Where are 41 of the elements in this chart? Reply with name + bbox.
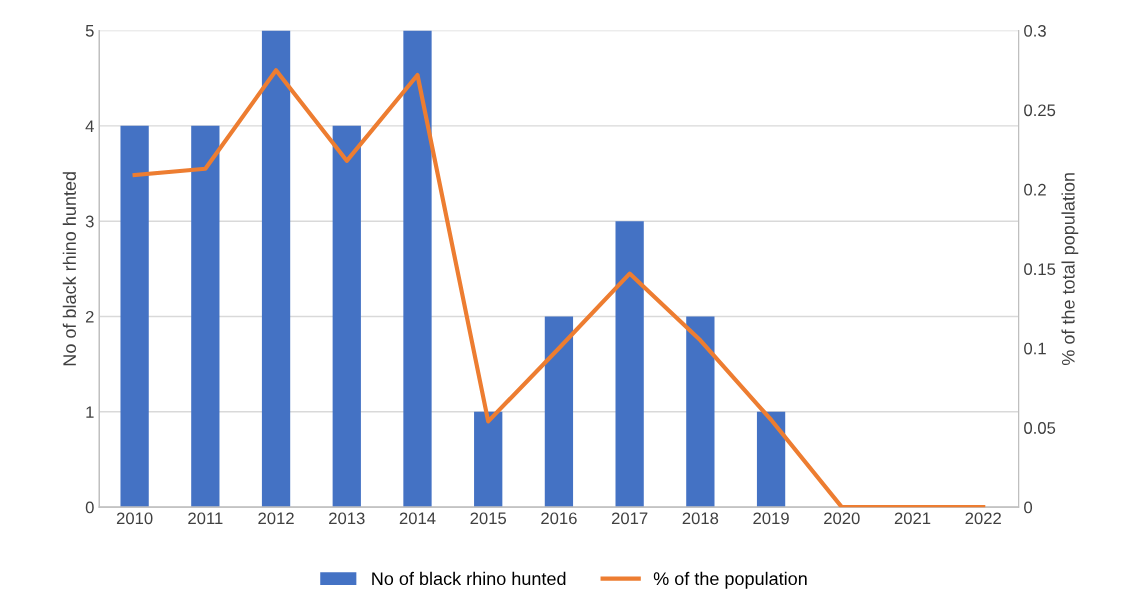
bar xyxy=(120,125,149,508)
x-tick-label: 2010 xyxy=(116,512,153,525)
y2-tick-label: 0.05 xyxy=(1024,422,1056,434)
bar xyxy=(686,316,715,508)
x-tick-label: 2013 xyxy=(329,512,365,525)
y2-tick-label: 0.1 xyxy=(1024,342,1046,355)
bar xyxy=(756,411,786,508)
x-tick-label: 2022 xyxy=(965,512,1001,525)
bar xyxy=(191,125,220,508)
y2-tick-label: 0.2 xyxy=(1024,183,1046,196)
y2-tick-label: 0.15 xyxy=(1024,263,1056,276)
y2-tick-label: 0.3 xyxy=(1024,24,1046,37)
x-tick-label: 2014 xyxy=(399,512,436,525)
x-tick-label: 2017 xyxy=(611,512,648,525)
legend-label: % of the population xyxy=(653,571,807,589)
bar xyxy=(544,316,574,508)
y-tick-label: 0 xyxy=(85,501,94,514)
y2-tick-label: 0 xyxy=(1024,501,1033,514)
y2-axis-title: % of the total population xyxy=(1061,173,1079,366)
bar xyxy=(261,30,291,508)
y-tick-label: 5 xyxy=(85,25,94,37)
bar xyxy=(332,125,361,508)
x-tick-label: 2020 xyxy=(824,512,860,525)
bar xyxy=(615,221,644,508)
y-tick-label: 3 xyxy=(85,215,94,228)
x-tick-label: 2021 xyxy=(894,512,931,525)
y-tick-label: 2 xyxy=(85,310,94,323)
x-tick-label: 2015 xyxy=(470,512,507,525)
y-tick-label: 1 xyxy=(86,406,94,418)
x-tick-label: 2018 xyxy=(682,512,719,525)
y2-tick-label: 0.25 xyxy=(1024,104,1056,117)
line-series xyxy=(132,68,986,508)
bar xyxy=(474,411,503,508)
bar xyxy=(403,30,432,508)
y-axis-title: No of black rhino hunted xyxy=(62,172,77,366)
legend-label: No of black rhino hunted xyxy=(372,571,566,586)
x-tick-label: 2011 xyxy=(188,512,223,525)
x-tick-label: 2019 xyxy=(753,512,789,525)
x-tick-label: 2012 xyxy=(258,512,294,525)
y-tick-label: 4 xyxy=(85,120,94,132)
x-tick-label: 2016 xyxy=(541,512,577,525)
